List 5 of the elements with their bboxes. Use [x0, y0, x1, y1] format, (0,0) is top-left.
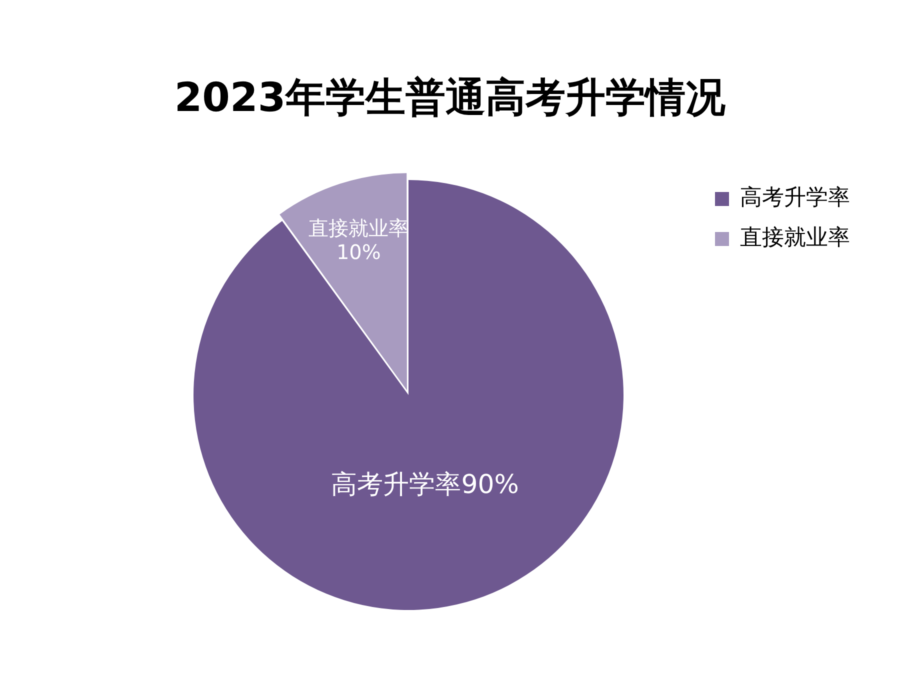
legend-label: 高考升学率: [740, 186, 850, 211]
legend-label: 直接就业率: [740, 226, 850, 251]
data-label: 直接就业率10%: [308, 216, 409, 264]
chart-title: 2023年学生普通高考升学情况: [173, 74, 727, 123]
data-label: 高考升学率90%: [331, 470, 520, 500]
